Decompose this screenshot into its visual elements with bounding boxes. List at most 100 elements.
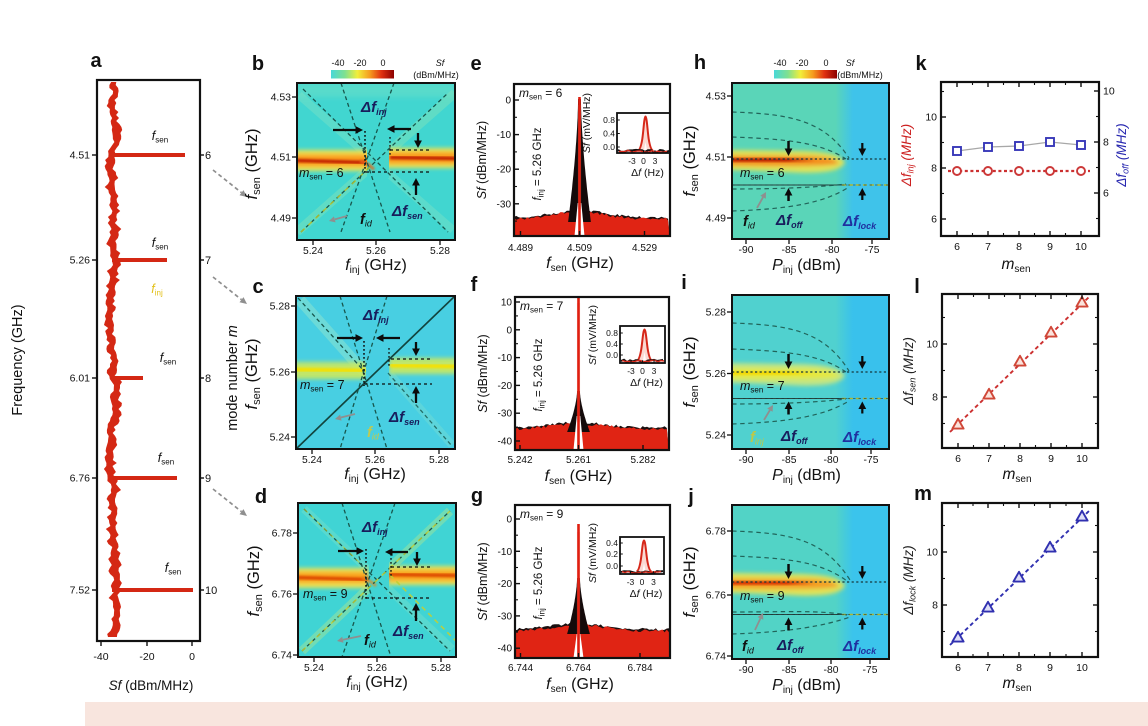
svg-text:fid: fid — [360, 212, 373, 229]
svg-text:d: d — [255, 486, 267, 508]
svg-text:4.51: 4.51 — [271, 152, 292, 164]
svg-text:6: 6 — [955, 453, 961, 465]
svg-text:fsen (GHz): fsen (GHz) — [245, 546, 265, 617]
svg-text:fsen (GHz): fsen (GHz) — [681, 337, 701, 408]
svg-text:finj = 5.26 GHz: finj = 5.26 GHz — [533, 546, 547, 619]
svg-text:6.78: 6.78 — [706, 526, 727, 538]
svg-text:0: 0 — [641, 156, 646, 166]
svg-text:Frequency (GHz): Frequency (GHz) — [10, 304, 26, 415]
svg-text:5.242: 5.242 — [507, 455, 532, 466]
svg-text:0.4: 0.4 — [606, 538, 618, 548]
svg-text:-20: -20 — [353, 58, 366, 68]
svg-text:8: 8 — [1016, 662, 1022, 674]
svg-text:a: a — [90, 50, 102, 72]
svg-text:msen = 9: msen = 9 — [520, 507, 564, 523]
svg-text:Sf (dBm/MHz): Sf (dBm/MHz) — [475, 121, 489, 199]
svg-text:5.28: 5.28 — [430, 246, 450, 257]
svg-text:7: 7 — [985, 241, 991, 253]
svg-text:0: 0 — [640, 577, 645, 587]
svg-text:(dBm/MHz): (dBm/MHz) — [837, 70, 883, 80]
svg-text:4.51: 4.51 — [706, 152, 727, 164]
svg-text:-30: -30 — [498, 611, 513, 622]
svg-text:6: 6 — [955, 662, 961, 674]
svg-text:msen = 6: msen = 6 — [740, 166, 785, 182]
svg-text:7.52: 7.52 — [70, 585, 91, 597]
svg-text:4.51: 4.51 — [70, 150, 91, 162]
svg-text:6.764: 6.764 — [566, 663, 591, 674]
svg-text:fsen: fsen — [158, 451, 174, 467]
svg-text:6.784: 6.784 — [627, 663, 652, 674]
svg-text:fsen: fsen — [152, 236, 168, 252]
svg-text:6: 6 — [954, 241, 960, 253]
svg-text:-10: -10 — [498, 547, 513, 558]
svg-text:10: 10 — [205, 585, 217, 597]
svg-text:fsen: fsen — [152, 129, 168, 145]
svg-text:8: 8 — [1103, 137, 1109, 149]
svg-text:6.76: 6.76 — [272, 589, 293, 601]
svg-text:fid: fid — [742, 639, 755, 656]
svg-text:Pinj (dBm): Pinj (dBm) — [772, 677, 841, 696]
svg-text:msen = 9: msen = 9 — [740, 589, 785, 605]
svg-text:3: 3 — [652, 366, 657, 376]
svg-text:f: f — [471, 274, 478, 296]
svg-text:0: 0 — [506, 325, 512, 336]
svg-text:0: 0 — [823, 58, 828, 68]
svg-text:fsen: fsen — [160, 351, 176, 367]
svg-text:8: 8 — [205, 373, 211, 385]
svg-text:-10: -10 — [497, 130, 512, 141]
svg-text:8: 8 — [932, 392, 938, 404]
svg-text:9: 9 — [1048, 453, 1054, 465]
svg-text:h: h — [694, 52, 706, 74]
svg-text:-20: -20 — [498, 381, 513, 392]
svg-text:7: 7 — [986, 453, 992, 465]
svg-text:5.24: 5.24 — [304, 663, 324, 674]
svg-text:4.53: 4.53 — [271, 92, 292, 104]
svg-text:c: c — [252, 276, 263, 298]
svg-text:fsen (GHz): fsen (GHz) — [681, 547, 701, 618]
svg-text:0.2: 0.2 — [606, 549, 618, 559]
svg-text:fsen (GHz): fsen (GHz) — [546, 255, 614, 274]
svg-text:10: 10 — [925, 112, 937, 124]
svg-text:Δflock (MHz): Δflock (MHz) — [901, 545, 918, 615]
svg-text:l: l — [914, 276, 920, 298]
svg-text:-80: -80 — [825, 245, 840, 256]
svg-text:msen: msen — [1002, 675, 1031, 694]
svg-text:5.26: 5.26 — [365, 455, 385, 466]
svg-text:msen = 6: msen = 6 — [299, 166, 344, 182]
svg-text:-40: -40 — [498, 437, 513, 448]
svg-text:10: 10 — [926, 547, 938, 559]
svg-text:-10: -10 — [498, 353, 513, 364]
svg-text:finj = 5.26 GHz: finj = 5.26 GHz — [533, 338, 547, 411]
svg-text:fsen (GHz): fsen (GHz) — [546, 676, 614, 695]
svg-text:finj: finj — [750, 430, 765, 447]
svg-text:4.49: 4.49 — [271, 213, 292, 225]
svg-text:5.261: 5.261 — [566, 455, 591, 466]
svg-text:5.26: 5.26 — [367, 663, 387, 674]
svg-text:Sf (dBm/MHz): Sf (dBm/MHz) — [476, 334, 490, 412]
svg-text:-3: -3 — [627, 577, 635, 587]
svg-text:m: m — [914, 483, 932, 505]
svg-text:-3: -3 — [627, 366, 635, 376]
svg-text:8: 8 — [1017, 453, 1023, 465]
svg-text:i: i — [681, 272, 687, 294]
svg-text:finj (GHz): finj (GHz) — [345, 257, 407, 276]
svg-text:finj (GHz): finj (GHz) — [346, 674, 408, 693]
svg-text:10: 10 — [1076, 662, 1088, 674]
svg-text:6.76: 6.76 — [706, 590, 727, 602]
svg-text:5.28: 5.28 — [429, 455, 449, 466]
svg-text:7: 7 — [205, 255, 211, 267]
svg-text:-90: -90 — [739, 455, 754, 466]
svg-text:6.78: 6.78 — [272, 528, 293, 540]
svg-text:3: 3 — [653, 156, 658, 166]
svg-text:-40: -40 — [331, 58, 344, 68]
svg-text:5.24: 5.24 — [302, 455, 322, 466]
svg-text:5.28: 5.28 — [431, 663, 451, 674]
svg-text:Sf: Sf — [846, 58, 856, 68]
svg-text:fsen: fsen — [165, 561, 181, 577]
svg-text:msen = 7: msen = 7 — [300, 378, 345, 394]
svg-text:msen = 7: msen = 7 — [740, 379, 785, 395]
svg-text:-75: -75 — [863, 665, 878, 676]
svg-text:4.53: 4.53 — [706, 91, 727, 103]
svg-text:-90: -90 — [739, 245, 754, 256]
svg-text:-85: -85 — [782, 455, 797, 466]
